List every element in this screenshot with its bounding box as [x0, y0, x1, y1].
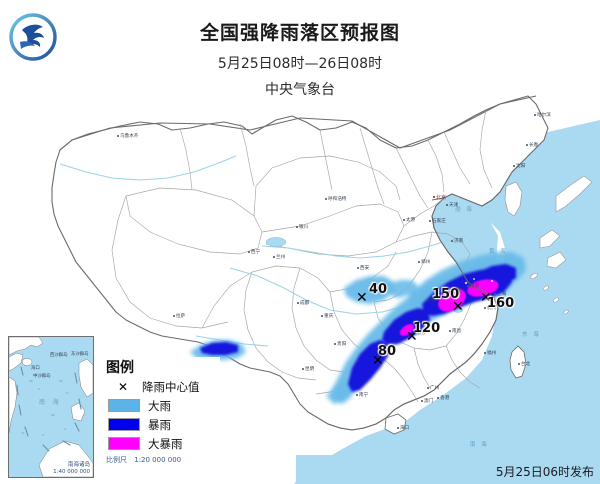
- inset-scale: 南海诸岛 1:40 000 000: [53, 462, 90, 475]
- inset-place-label: 海口: [31, 365, 40, 370]
- rainfall-bands: [190, 252, 526, 404]
- city-dot: [302, 368, 304, 370]
- city-dot: [397, 427, 399, 429]
- south-china-sea-inset: 南 海 南海诸岛 1:40 000 000 海口 西沙群岛 东沙群岛中沙群岛: [8, 336, 94, 478]
- issue-timestamp: 5月25日06时发布: [495, 465, 594, 479]
- city-dot: [334, 343, 336, 345]
- inset-place-label: 东沙群岛: [71, 351, 89, 356]
- city-dot: [296, 226, 298, 228]
- city-dot: [446, 204, 448, 206]
- inset-place-label: 西沙群岛: [50, 352, 68, 357]
- city-dot: [433, 196, 435, 198]
- legend-label-rainstorm: 暴雨: [148, 417, 171, 432]
- city-dot: [357, 267, 359, 269]
- city-dot: [403, 219, 405, 221]
- legend-swatch-heavy-rainstorm: [108, 437, 140, 450]
- legend-label-center-marker: 降雨中心值: [142, 379, 200, 394]
- inset-place-label: 中沙群岛: [33, 373, 51, 378]
- legend-swatch-heavy-rain: [108, 399, 140, 412]
- legend-box: 图例 ✕ 降雨中心值 大雨 暴雨 大暴雨 比例尺 1:20 000 000: [100, 357, 220, 482]
- city-dot: [449, 290, 451, 292]
- inset-scale-value: 1:40 000 000: [53, 468, 90, 475]
- cma-dragon-logo: [9, 13, 57, 61]
- city-dot: [484, 352, 486, 354]
- legend-swatch-rainstorm: [108, 418, 140, 431]
- scale-value: 1:20 000 000: [134, 456, 182, 464]
- rain-center-x-icon: ✕: [117, 379, 129, 394]
- city-dot: [426, 299, 428, 301]
- legend-row-rainstorm: 暴雨: [106, 416, 216, 433]
- city-dot: [321, 315, 323, 317]
- city-dot: [449, 330, 451, 332]
- city-dot: [421, 400, 423, 402]
- city-dot: [117, 135, 119, 137]
- city-dot: [429, 220, 431, 222]
- city-dot: [248, 251, 250, 253]
- inset-scale-label: 南海诸岛: [67, 462, 90, 468]
- city-dot: [427, 387, 429, 389]
- city-dot: [484, 307, 486, 309]
- city-dot: [437, 397, 439, 399]
- city-dot: [418, 261, 420, 263]
- city-dot: [325, 198, 327, 200]
- city-dot: [534, 114, 536, 116]
- inset-map-svg: [9, 337, 93, 477]
- legend-row-heavy-rainstorm: 大暴雨: [106, 435, 216, 452]
- legend-label-heavy-rainstorm: 大暴雨: [148, 436, 183, 451]
- legend-row-center-marker: ✕ 降雨中心值: [106, 378, 216, 395]
- city-dot: [414, 332, 416, 334]
- city-dot: [467, 285, 469, 287]
- city-dot: [494, 293, 496, 295]
- map-scale: 比例尺 1:20 000 000: [106, 455, 216, 465]
- city-dot: [273, 256, 275, 258]
- city-dot: [518, 363, 520, 365]
- city-dot: [297, 302, 299, 304]
- scale-label: 比例尺: [106, 456, 127, 464]
- legend-label-heavy-rain: 大雨: [148, 398, 171, 413]
- city-dot: [173, 315, 175, 317]
- city-dot: [526, 144, 528, 146]
- inset-sea-label: 南 海: [39, 400, 62, 406]
- city-dot: [513, 165, 515, 167]
- city-dot: [451, 240, 453, 242]
- city-dot: [356, 394, 358, 396]
- legend-row-heavy-rain: 大雨: [106, 397, 216, 414]
- legend-title: 图例: [106, 360, 134, 376]
